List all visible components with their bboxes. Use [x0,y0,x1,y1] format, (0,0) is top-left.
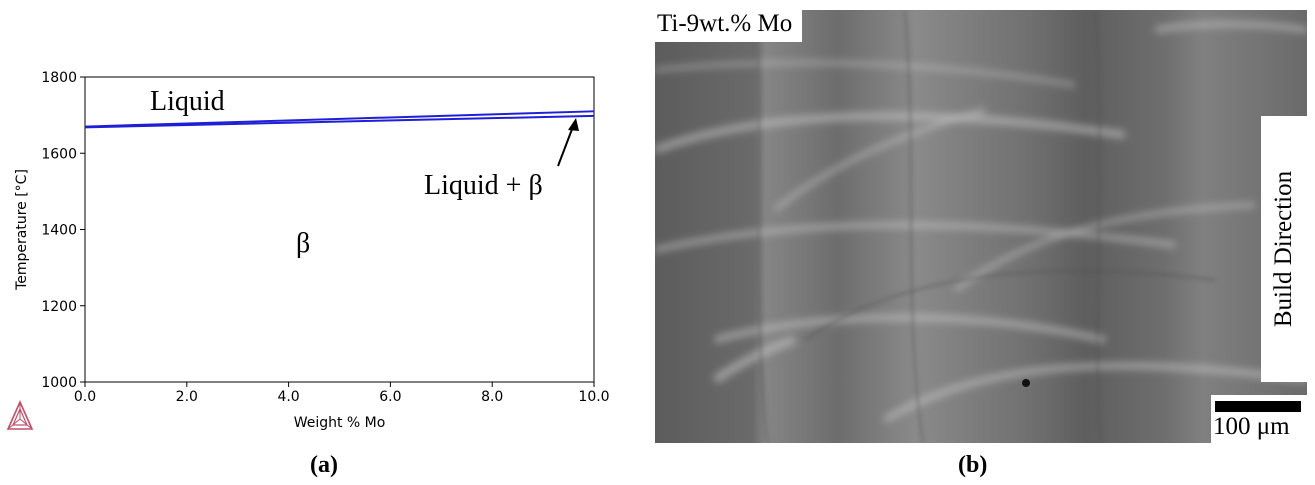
scale-bar-box: 100 μm [1211,395,1307,443]
phase-boundary-line [84,110,595,128]
x-tick-label: 2.0 [176,389,198,405]
build-direction-label: Build Direction [1270,170,1297,328]
micrograph-image: Ti-9wt.% Mo Build Direction 100 μm [655,10,1307,443]
annotation-beta: β [296,228,310,259]
caption-b: (b) [958,452,988,478]
chart-ticks: 0.0 2.0 4.0 6.0 8.0 10.0 1000 1200 1400 1600 1800 [41,70,609,405]
y-tick-label: 1200 [41,299,77,315]
micrograph-title: Ti-9wt.% Mo [655,10,803,42]
phase-diagram-chart: 0.0 2.0 4.0 6.0 8.0 10.010001200140016001800 … [6,70,610,431]
y-tick-label: 1400 [41,223,77,239]
phase-boundary-line [84,114,595,129]
y-tick-label: 1600 [41,146,77,162]
annotation-liquid-beta: Liquid + β [424,170,543,201]
build-direction-box: Build Direction [1261,116,1307,382]
chart-lines [84,110,595,129]
x-tick-label: 4.0 [277,389,299,405]
y-axis-label: Temperature [°C] [14,169,30,291]
scale-bar-label: 100 μm [1213,413,1290,440]
x-axis-label: Weight % Mo [294,415,386,431]
plot-frame [84,76,595,383]
x-tick-label: 0.0 [74,389,96,405]
y-tick-label: 1000 [41,375,77,391]
annotation-liquid: Liquid [150,86,225,117]
x-tick-label: 8.0 [481,389,503,405]
annotation-arrow-icon [557,118,579,167]
micrograph-texture [655,10,1307,443]
phase-diagram-panel: 0.0 2.0 4.0 6.0 8.0 10.0 1000 1200 1400 1600 1800 … [0,0,640,485]
scale-bar [1215,401,1301,412]
x-tick-label: 10.0 [578,389,609,405]
y-tick-label: 1800 [41,70,77,86]
caption-a: (a) [310,452,338,478]
thermo-calc-logo-icon [6,400,34,430]
x-tick-label: 6.0 [379,389,401,405]
chart-axes [84,76,595,383]
